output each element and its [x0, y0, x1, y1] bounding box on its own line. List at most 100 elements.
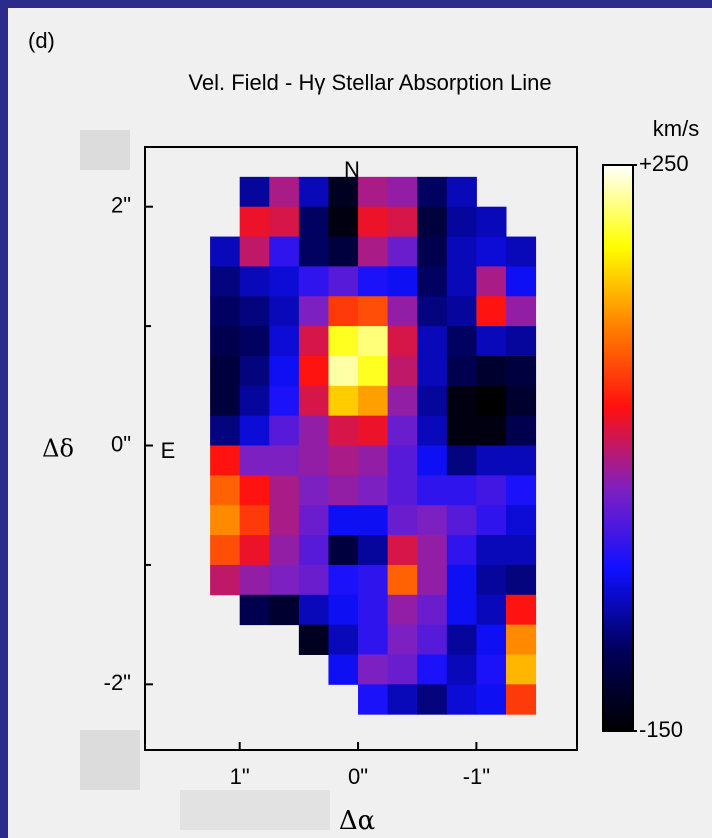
heatmap-cell	[210, 535, 241, 566]
heatmap-cell	[387, 415, 418, 447]
smudge	[80, 730, 140, 790]
heatmap-cell	[358, 266, 389, 297]
heatmap-cell	[328, 385, 359, 417]
heatmap-cell	[269, 475, 300, 506]
heatmap-cell	[417, 326, 448, 357]
heatmap-cell	[446, 475, 477, 506]
heatmap-cell	[269, 326, 300, 357]
heatmap-cell	[298, 326, 329, 357]
heatmap-cell	[417, 564, 448, 596]
colorbar-tick-label: +250	[639, 151, 689, 176]
x-tick-label: -1"	[463, 764, 490, 789]
heatmap-cell	[269, 266, 300, 297]
heatmap-cell	[446, 594, 477, 626]
heatmap-cell	[387, 654, 418, 685]
heatmap-cell	[476, 564, 507, 596]
heatmap-cell	[446, 266, 477, 297]
heatmap-cell	[446, 624, 477, 655]
heatmap-cell	[387, 445, 418, 476]
heatmap-cell	[387, 385, 418, 417]
heatmap-cell	[505, 385, 537, 417]
heatmap-cell	[505, 564, 537, 596]
heatmap-cell	[328, 445, 359, 476]
heatmap-cell	[328, 355, 359, 387]
heatmap-cell	[387, 594, 418, 626]
heatmap-cell	[239, 266, 270, 297]
heatmap-cell	[505, 535, 537, 566]
heatmap-cell	[328, 624, 359, 655]
heatmap-cell	[269, 355, 300, 387]
heatmap-cell	[387, 475, 418, 506]
heatmap-cell	[505, 624, 537, 655]
heatmap-cell	[505, 654, 537, 685]
heatmap-cell	[210, 564, 241, 596]
heatmap-cell	[476, 594, 507, 626]
heatmap-cell	[239, 206, 270, 238]
heatmap-cell	[387, 684, 418, 715]
heatmap-cell	[476, 684, 507, 715]
heatmap-cell	[417, 296, 448, 327]
heatmap-cell	[269, 415, 300, 447]
heatmap-cell	[239, 236, 270, 267]
heatmap-cell	[417, 535, 448, 566]
heatmap-cell	[417, 266, 448, 297]
heatmap-cell	[446, 385, 477, 417]
heatmap-cell	[298, 206, 329, 238]
heatmap-cell	[358, 475, 389, 506]
heatmap-cell	[328, 415, 359, 447]
heatmap-cell	[328, 505, 359, 536]
heatmap-cell	[417, 355, 448, 387]
heatmap-cell	[476, 296, 507, 327]
heatmap-cell	[269, 445, 300, 476]
heatmap-cell	[417, 624, 448, 655]
heatmap-cell	[417, 385, 448, 417]
heatmap-cell	[298, 355, 329, 387]
heatmap-cell	[446, 684, 477, 715]
heatmap-cell	[298, 266, 329, 297]
heatmap-cell	[358, 535, 389, 566]
heatmap-cell	[298, 385, 329, 417]
heatmap-cell	[269, 236, 300, 267]
heatmap-cell	[239, 176, 270, 208]
heatmap-cell	[210, 326, 241, 357]
heatmap-cell	[505, 266, 537, 297]
heatmap-cell	[210, 445, 241, 476]
heatmap-cell	[505, 236, 537, 267]
heatmap-cell	[328, 475, 359, 506]
heatmap-cell	[358, 654, 389, 685]
x-tick-label: 0"	[348, 764, 368, 789]
heatmap-cell	[417, 594, 448, 626]
heatmap-cell	[417, 236, 448, 267]
heatmap-cell	[298, 564, 329, 596]
heatmap-cell	[239, 326, 270, 357]
heatmap-cell	[358, 385, 389, 417]
heatmap-cell	[505, 445, 537, 476]
heatmap-cell	[328, 654, 359, 685]
heatmap-cell	[446, 445, 477, 476]
heatmap-cell	[417, 415, 448, 447]
heatmap-cell	[476, 206, 507, 238]
heatmap-cell	[328, 176, 359, 208]
heatmap-cell	[476, 654, 507, 685]
heatmap-cell	[298, 445, 329, 476]
heatmap-cell	[476, 266, 507, 297]
heatmap-cell	[417, 505, 448, 536]
heatmap-cell	[446, 326, 477, 357]
plot-frame	[144, 146, 578, 751]
panel-label: (d)	[28, 28, 55, 53]
heatmap-cell	[298, 176, 329, 208]
heatmap-cell	[446, 236, 477, 267]
heatmap-cell	[387, 236, 418, 267]
heatmap-cell	[476, 415, 507, 447]
heatmap-cell	[298, 296, 329, 327]
heatmap-cell	[358, 355, 389, 387]
heatmap-cell	[446, 296, 477, 327]
y-tick-label: -2"	[104, 670, 131, 695]
heatmap-cell	[239, 564, 270, 596]
heatmap-cell	[239, 415, 270, 447]
smudge	[180, 790, 330, 830]
heatmap-cell	[269, 564, 300, 596]
heatmap-cell	[446, 206, 477, 238]
heatmap-cell	[387, 355, 418, 387]
heatmap-cell	[210, 415, 241, 447]
